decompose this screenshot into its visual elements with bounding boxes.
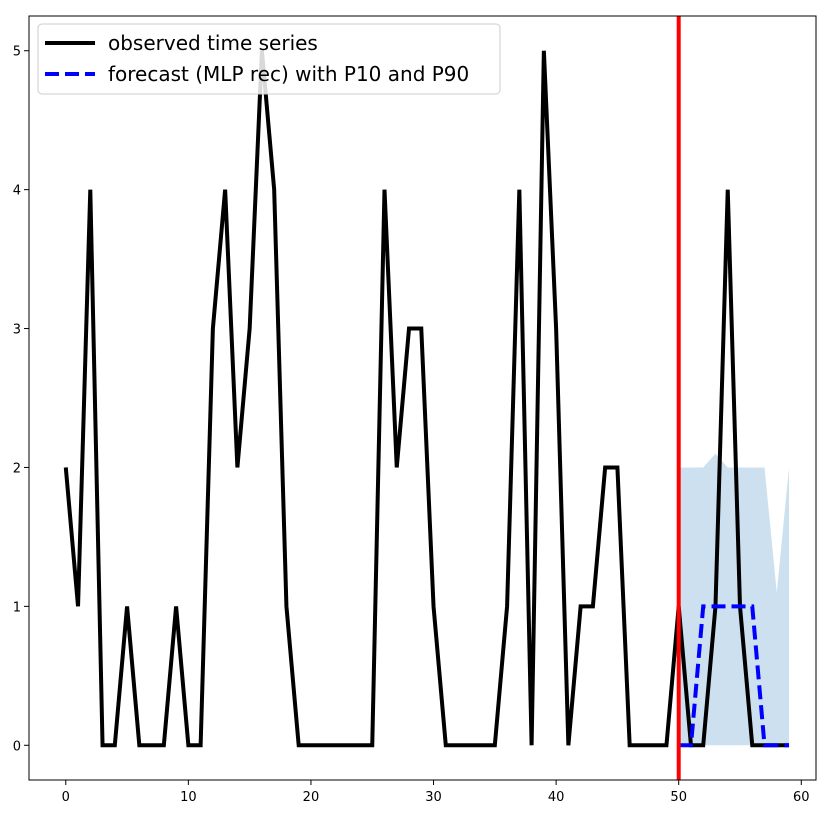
axes-layer: 0 10 20 30 40 50 60 0 1 2 3 4 5 bbox=[13, 15, 817, 805]
plot-frame bbox=[28, 15, 817, 781]
y-tick-label: 2 bbox=[13, 461, 21, 476]
x-tick-label: 60 bbox=[793, 790, 810, 805]
forecast-band-layer bbox=[678, 453, 790, 746]
forecast-p10-p90-band bbox=[678, 453, 790, 746]
x-tick-label: 40 bbox=[548, 790, 565, 805]
x-tick-label: 0 bbox=[62, 790, 70, 805]
observed-series-line bbox=[63, 50, 790, 748]
series-layer bbox=[63, 50, 790, 748]
y-tick-label: 4 bbox=[13, 184, 21, 199]
y-tick-label: 1 bbox=[13, 600, 21, 615]
forecast-series-line bbox=[678, 604, 790, 748]
y-tick-label: 0 bbox=[13, 739, 21, 754]
legend-label-observed: observed time series bbox=[108, 31, 318, 55]
x-tick-label: 50 bbox=[670, 790, 687, 805]
legend-label-forecast: forecast (MLP rec) with P10 and P90 bbox=[108, 62, 469, 86]
x-tick-label: 30 bbox=[425, 790, 442, 805]
legend-box bbox=[37, 23, 501, 95]
legend: observed time series forecast (MLP rec) … bbox=[37, 23, 501, 95]
x-tick-label: 10 bbox=[180, 790, 197, 805]
y-tick-label: 5 bbox=[13, 45, 21, 60]
x-tick-label: 20 bbox=[303, 790, 320, 805]
y-tick-label: 3 bbox=[13, 323, 21, 338]
